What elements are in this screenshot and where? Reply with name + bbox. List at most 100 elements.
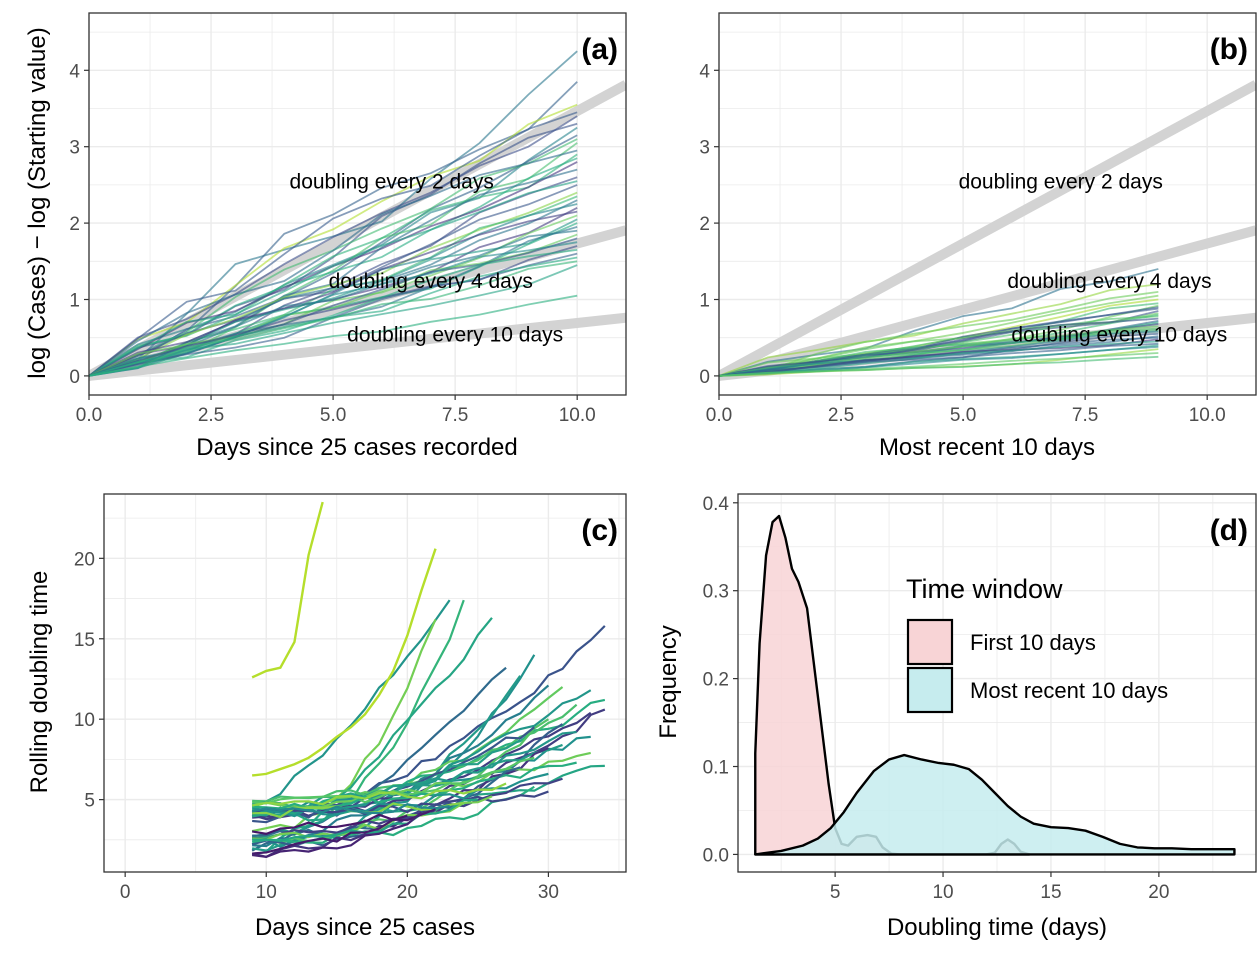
panel-a-series-line <box>89 248 578 377</box>
panel-a-series-line <box>89 111 578 377</box>
panel-c-plot: 0 10 20 30 5 10 15 20 (c) <box>74 493 627 903</box>
panel-b-series-line <box>719 342 1159 377</box>
panel-b-ytick-label: 0 <box>699 367 710 388</box>
panel-a-annotation: doubling every 4 days <box>329 270 533 293</box>
panel-a-series-line <box>89 264 578 377</box>
panel-c-ytick-label: 5 <box>84 791 95 812</box>
panel-b-annotation: doubling every 4 days <box>1007 270 1211 293</box>
panel-a-series-line <box>89 294 578 377</box>
panel-a-series-line <box>89 157 578 377</box>
panel-c-series-line <box>251 785 535 844</box>
panel-b-series-line <box>719 340 1159 377</box>
panel-b-plot: doubling every 2 days doubling every 4 da… <box>699 12 1257 426</box>
panel-d-xtick-label: 15 <box>1040 882 1061 903</box>
panel-d-plot: Time window First 10 days Most recent 10 d… <box>703 493 1257 903</box>
panel-c-background <box>104 494 626 872</box>
panel-d-data <box>754 514 1236 856</box>
panel-a-series-line <box>89 103 578 377</box>
panel-a-annotation: doubling every 10 days <box>347 324 563 347</box>
panel-a-annotation: doubling every 2 days <box>290 171 494 194</box>
panel-c-series-line <box>252 756 535 805</box>
panel-a-xtick-label: 2.5 <box>198 405 224 426</box>
panel-b-ytick-label: 3 <box>699 138 710 159</box>
panel-d-xtick-label: 20 <box>1148 882 1169 903</box>
panel-c-series-line <box>251 747 549 859</box>
panel-a-series-line <box>89 115 578 377</box>
panel-a-xtick-label: 0.0 <box>76 405 102 426</box>
panel-c-series-line <box>252 795 493 841</box>
panel-d-ytick-label: 0.1 <box>703 758 729 779</box>
panel-d-ytick-label: 0.4 <box>703 494 730 515</box>
panel-b-series-line <box>719 268 1159 377</box>
panel-a-series-line <box>89 126 578 377</box>
panel-a-ytick-label: 2 <box>69 214 80 235</box>
panel-c-ytick-label: 20 <box>74 549 95 570</box>
panel-c-series-line <box>251 813 408 836</box>
panel-c-xtick-label: 0 <box>120 882 131 903</box>
panel-b-series-line <box>719 317 1159 377</box>
panel-a-series-line <box>89 149 578 377</box>
panel-a-series-line <box>89 260 578 377</box>
panel-c-xtick-label: 30 <box>538 882 559 903</box>
panel-c-highlighted-line <box>251 548 437 777</box>
panel-d-legend-title: Time window <box>906 574 1063 604</box>
panel-a-series-line <box>89 180 578 377</box>
panel-d-xlabel: Doubling time (days) <box>887 914 1107 941</box>
panel-c-series-line <box>251 811 423 859</box>
panel-d: Frequency Doubling time (days) <box>655 625 1107 941</box>
panel-b-tag: (b) <box>1210 33 1248 66</box>
panel-c-series-line <box>252 718 550 845</box>
panel-b-xlabel: Most recent 10 days <box>879 434 1095 461</box>
panel-a-xlabel: Days since 25 cases recorded <box>196 434 518 461</box>
panel-c: Rolling doubling time Days since 25 case… <box>26 571 475 941</box>
panel-d-legend-key <box>906 618 954 666</box>
panel-c-ytick-label: 15 <box>74 630 95 651</box>
panel-a-series-line <box>89 210 578 377</box>
panel-d-xtick-label: 10 <box>932 882 953 903</box>
panel-b-series-line <box>719 294 1159 377</box>
panel-d-ylabel: Frequency <box>655 625 682 738</box>
panel-c-series-line <box>251 790 549 816</box>
panel-b: Most recent 10 days <box>879 434 1095 461</box>
panel-d-legend-label: First 10 days <box>970 630 1096 655</box>
panel-a-series-line <box>89 233 578 377</box>
panel-c-series-line <box>252 711 592 819</box>
panel-d-ytick-label: 0.2 <box>703 670 729 691</box>
panel-c-series-line <box>252 777 563 841</box>
panel-b-xtick-label: 0.0 <box>706 405 732 426</box>
panel-c-ytick-label: 10 <box>74 710 95 731</box>
panel-d-ytick-label: 0.3 <box>703 582 729 603</box>
panel-d-legend: Time window First 10 days Most recent 10 d… <box>906 574 1168 714</box>
panel-a-ylabel: log (Cases) − log (Starting value) <box>24 27 51 379</box>
panel-a-xtick-label: 5.0 <box>320 405 346 426</box>
panel-c-xtick-label: 10 <box>256 882 277 903</box>
panel-c-series-line <box>251 803 450 815</box>
panel-c-data <box>251 501 606 859</box>
panel-a: log (Cases) − log (Starting value) Days … <box>24 27 518 461</box>
panel-c-series-line <box>251 599 451 807</box>
panel-c-ylabel: Rolling doubling time <box>26 571 53 794</box>
panel-c-border <box>103 493 627 873</box>
panel-d-legend-key <box>906 666 954 714</box>
panel-b-border <box>718 12 1257 396</box>
panel-d-border <box>737 493 1257 873</box>
panel-b-ytick-label: 2 <box>699 214 710 235</box>
panel-b-ytick-label: 4 <box>699 61 710 82</box>
panel-d-density-most-recent-10-days <box>754 753 1236 856</box>
panel-c-highlighted-line <box>251 501 324 679</box>
panel-b-xtick-label: 2.5 <box>828 405 854 426</box>
panel-a-ytick-label: 3 <box>69 138 80 159</box>
panel-a-border <box>88 12 627 396</box>
panel-a-data <box>89 50 626 381</box>
panel-a-series-line <box>89 184 578 377</box>
panel-b-annotation: doubling every 2 days <box>959 171 1163 194</box>
panel-b-xtick-label: 7.5 <box>1072 405 1098 426</box>
panel-b-ytick-label: 1 <box>699 291 710 312</box>
panel-c-series-line <box>252 808 436 855</box>
panel-a-reference-line <box>89 312 626 381</box>
panel-b-xtick-label: 5.0 <box>950 405 976 426</box>
panel-b-reference-line <box>719 80 1256 381</box>
panel-d-tag: (d) <box>1210 514 1248 547</box>
panel-a-tag: (a) <box>581 33 618 66</box>
